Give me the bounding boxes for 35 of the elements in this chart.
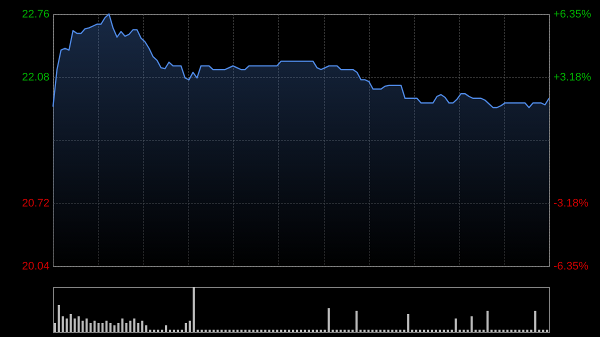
y-tick-label: 22.08 [22,72,50,84]
bar [407,314,410,332]
y-tick-label: 20.04 [22,260,50,272]
bar [328,308,330,332]
y-tick-label: 20.72 [22,198,50,210]
bar [145,325,148,332]
bar [90,323,92,332]
bar [454,318,457,332]
bar [58,305,60,332]
bar [78,316,80,332]
bar [70,314,72,332]
bar [82,320,84,332]
bar [121,318,124,332]
bar [486,310,489,332]
y2-tick-label: +3.18% [554,71,592,84]
y-tick-label: 22.76 [22,8,50,20]
bar [141,320,144,332]
bar [54,323,56,332]
bar [133,318,136,332]
bar [117,323,120,332]
bar [105,320,108,332]
bar [86,318,88,332]
bar [129,320,132,332]
y2-tick-label: -6.35% [554,260,589,272]
bar [534,310,536,332]
bar [93,320,96,332]
bar [192,287,195,332]
bar [470,316,473,332]
bar [101,323,104,332]
bar [97,323,100,332]
bar [109,323,112,332]
y2-tick-label: +6.35% [554,8,592,20]
bar [184,323,187,332]
y2-tick-label: -3.18% [554,198,589,210]
bar [355,310,358,332]
